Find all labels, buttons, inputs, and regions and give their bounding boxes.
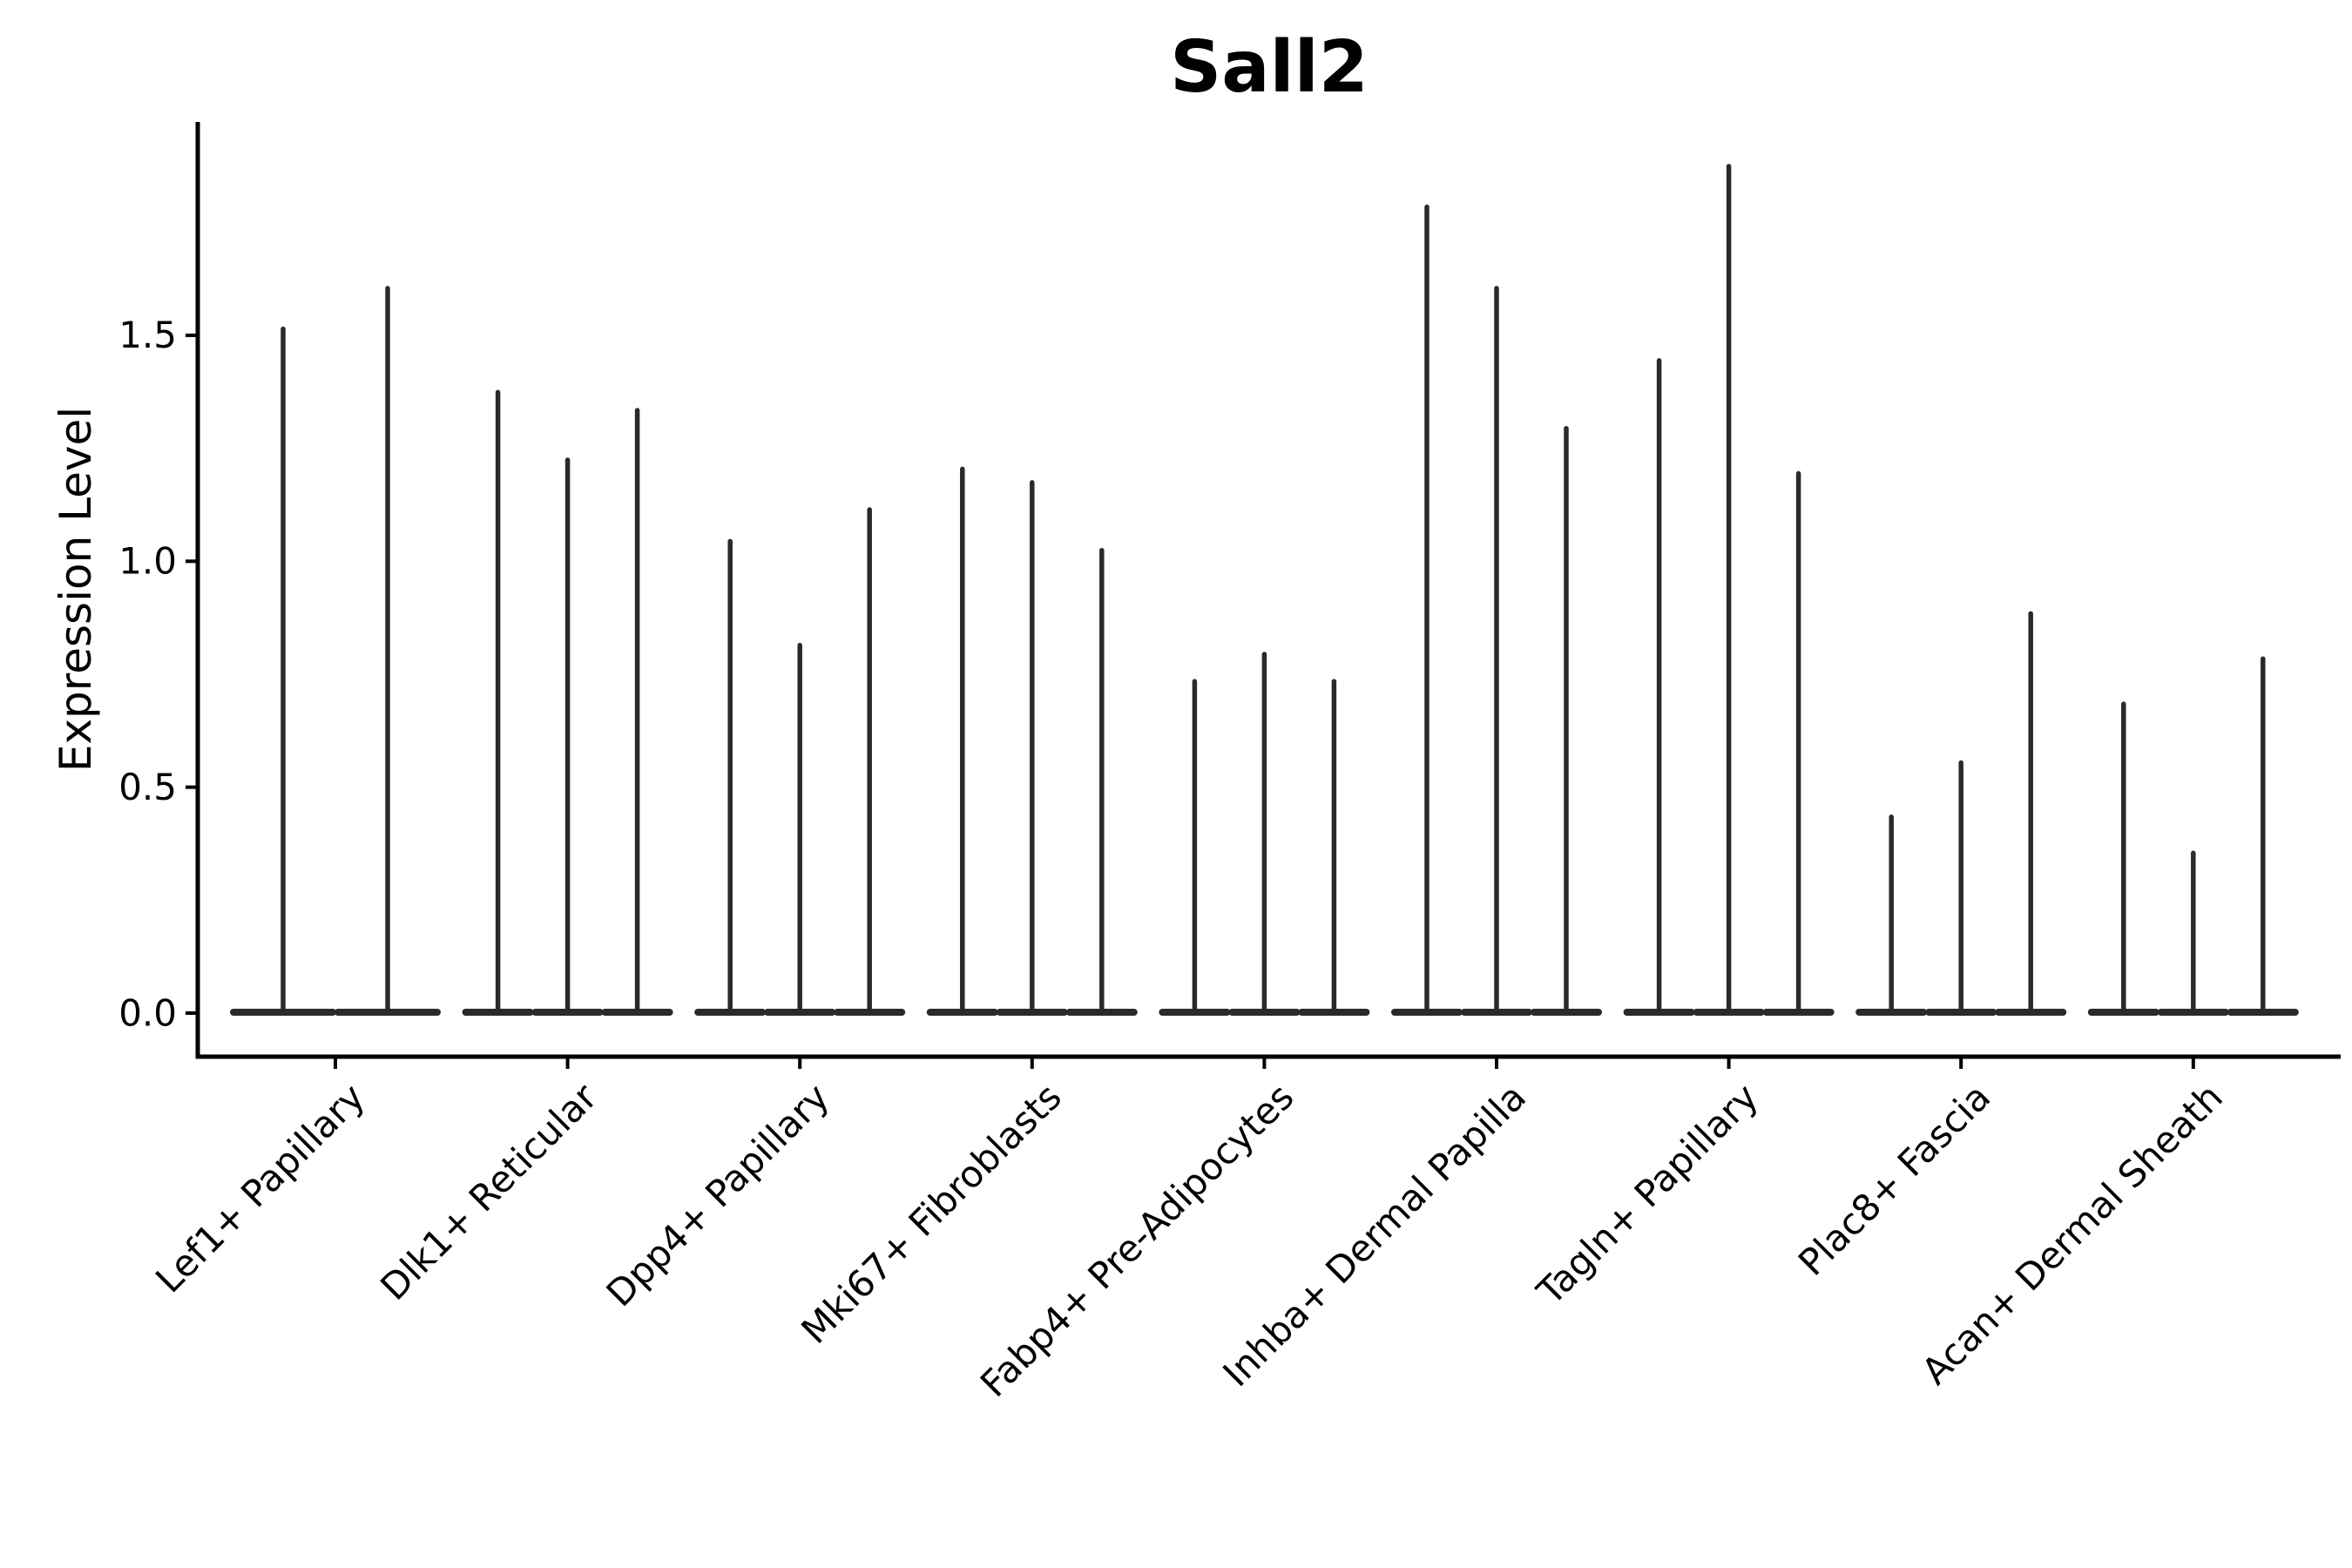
x-tick-label: Lef1+ Papillary [147, 1075, 373, 1301]
x-tick-label: Dlk1+ Reticular [372, 1075, 605, 1308]
x-tick-label: Tagln+ Papillary [1528, 1075, 1766, 1313]
x-tick-label: Mki67+ Fibroblasts [793, 1075, 1069, 1351]
x-tick-label: Plac8+ Fascia [1790, 1075, 1998, 1283]
chart-title: Sall2 [1170, 26, 1369, 109]
x-tick-label: Dpp4+ Papillary [598, 1075, 838, 1315]
y-axis-label: Expression Level [51, 407, 101, 772]
y-tick-label: 1.0 [118, 540, 177, 583]
y-tick-label: 1.5 [118, 314, 177, 356]
y-tick-label: 0.5 [118, 766, 177, 808]
y-tick-label: 0.0 [118, 991, 177, 1034]
